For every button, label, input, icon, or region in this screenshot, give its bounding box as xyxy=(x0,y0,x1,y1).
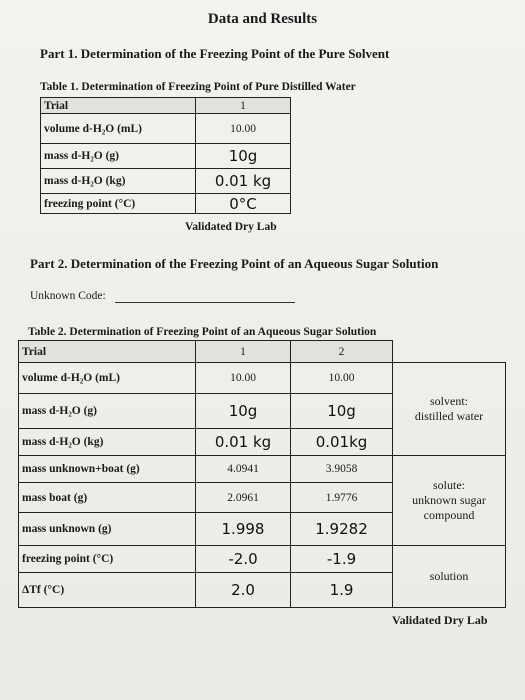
value-cell: 3.9058 xyxy=(290,455,393,483)
label-cell: mass d-H₂O (kg) xyxy=(40,168,196,194)
stamp: Validated Dry Lab xyxy=(185,221,277,233)
stamp: Validated Dry Lab xyxy=(392,613,488,627)
label-cell: freezing point (°C) xyxy=(40,193,196,214)
note-line: solution xyxy=(429,569,469,583)
label-cell: ΔTf (°C) xyxy=(18,572,196,608)
value-cell: 10g xyxy=(195,143,291,169)
title: Data and Results xyxy=(207,11,318,27)
note-cell: solution xyxy=(392,545,506,608)
label-cell: volume d-H₂O (mL) xyxy=(40,113,196,144)
table1-caption: Table 1. Determination of Freezing Point… xyxy=(40,81,356,93)
value-cell: 0.01 kg xyxy=(195,428,291,456)
label-cell: volume d-H₂O (mL) xyxy=(18,362,196,394)
value-cell: 1.9 xyxy=(290,572,393,608)
value-cell: 0.01kg xyxy=(290,428,393,456)
header-cell: Trial xyxy=(40,97,196,114)
header-cell: 1 xyxy=(195,340,291,363)
note-line: compound xyxy=(423,508,475,522)
value-cell: 10.00 xyxy=(195,362,291,394)
value-cell: 4.0941 xyxy=(195,455,291,483)
value-cell: -1.9 xyxy=(290,545,393,573)
value-cell: 10.00 xyxy=(290,362,393,394)
label-cell: mass d-H₂O (g) xyxy=(40,143,196,169)
table2-caption: Table 2. Determination of Freezing Point… xyxy=(28,326,377,338)
note-cell: solvent: distilled water xyxy=(392,362,506,456)
value-cell: -2.0 xyxy=(195,545,291,573)
note-line: unknown sugar xyxy=(412,493,486,507)
note-line: distilled water xyxy=(414,409,484,423)
label-cell: mass unknown (g) xyxy=(18,512,196,546)
label-cell: mass unknown+boat (g) xyxy=(18,455,196,483)
header-cell: 1 xyxy=(195,97,291,114)
value-cell: 10.00 xyxy=(195,113,291,144)
label-cell: mass d-H₂O (kg) xyxy=(18,428,196,456)
value-cell: 1.998 xyxy=(195,512,291,546)
label-cell: freezing point (°C) xyxy=(18,545,196,573)
value-cell: 0°C xyxy=(195,193,291,214)
header-cell: Trial xyxy=(18,340,196,363)
header-cell: 2 xyxy=(290,340,393,363)
value-cell: 2.0 xyxy=(195,572,291,608)
label-cell: mass d-H₂O (g) xyxy=(18,393,196,429)
value-cell: 1.9282 xyxy=(290,512,393,546)
label-cell: mass boat (g) xyxy=(18,482,196,513)
value-cell: 2.0961 xyxy=(195,482,291,513)
note-cell: solute: unknown sugar compound xyxy=(392,455,506,546)
part1-heading: Part 1. Determination of the Freezing Po… xyxy=(40,46,390,61)
value-cell: 0.01 kg xyxy=(195,168,291,194)
blank-line xyxy=(115,302,295,303)
note-line: solvent: xyxy=(430,394,468,408)
value-cell: 10g xyxy=(195,393,291,429)
value-cell: 10g xyxy=(290,393,393,429)
unknown-code-label: Unknown Code: xyxy=(30,290,106,302)
value-cell: 1.9776 xyxy=(290,482,393,513)
part2-heading: Part 2. Determination of the Freezing Po… xyxy=(30,256,439,271)
note-line: solute: xyxy=(433,478,465,492)
